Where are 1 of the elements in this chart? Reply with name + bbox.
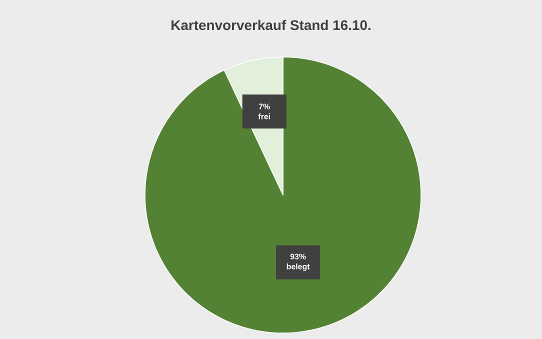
- chart-title: Kartenvorverkauf Stand 16.10.: [172, 20, 370, 30]
